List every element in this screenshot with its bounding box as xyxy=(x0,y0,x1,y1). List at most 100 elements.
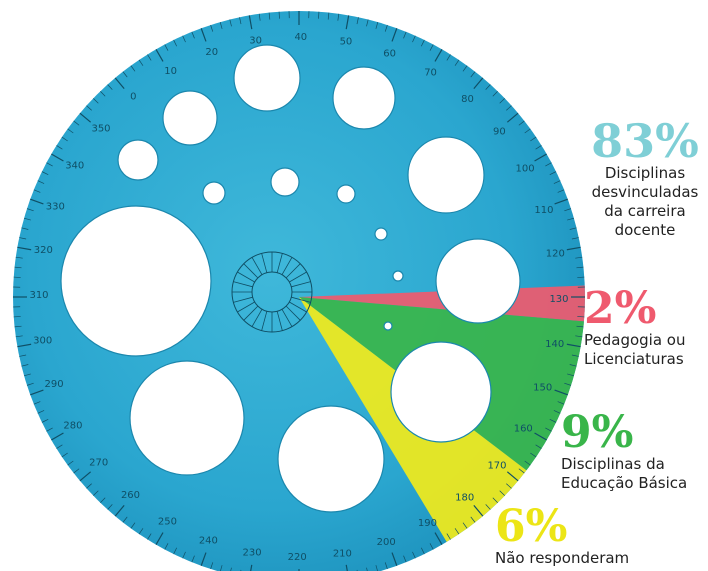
protractor-tick-label: 130 xyxy=(549,294,568,305)
protractor-tick xyxy=(429,44,434,51)
protractor-tick xyxy=(576,266,584,269)
protractor-tick xyxy=(434,532,443,545)
protractor-tick xyxy=(420,39,425,47)
protractor-tick xyxy=(15,335,23,338)
protractor-tick-label: 350 xyxy=(91,123,110,134)
protractor-tick xyxy=(518,468,525,474)
protractor-tick xyxy=(26,382,34,386)
protractor-tick xyxy=(492,91,498,97)
protractor-tick xyxy=(530,452,537,458)
stencil-hole xyxy=(277,405,385,513)
protractor-tick-label: 320 xyxy=(34,245,53,256)
protractor-tick xyxy=(37,410,45,414)
slice-label-block-desvinculadas: 83% Disciplinas desvinculadas da carreir… xyxy=(585,118,705,240)
protractor-tick xyxy=(46,162,53,167)
protractor-tick xyxy=(429,543,434,550)
protractor-tick xyxy=(549,171,557,176)
protractor-tick-label: 140 xyxy=(545,339,564,350)
protractor-tick-label: 170 xyxy=(487,461,506,472)
protractor-tick xyxy=(30,389,44,396)
center-rosette-ray xyxy=(291,296,311,303)
center-rosette-ray xyxy=(276,253,283,273)
stencil-hole xyxy=(336,184,356,204)
protractor-tick xyxy=(173,547,178,555)
protractor-tick xyxy=(553,410,561,414)
protractor-tick xyxy=(41,418,49,423)
protractor-tick-label: 310 xyxy=(29,290,48,301)
protractor-tick xyxy=(549,418,557,423)
center-rosette-ray xyxy=(237,301,255,313)
protractor-tick xyxy=(462,65,468,72)
protractor-tick xyxy=(524,460,531,466)
protractor-tick xyxy=(366,19,369,27)
protractor-tick xyxy=(268,12,271,20)
protractor-tick xyxy=(122,516,128,523)
stencil-hole xyxy=(233,44,301,112)
protractor-tick xyxy=(524,128,531,134)
protractor-tick-label: 230 xyxy=(243,548,262,559)
protractor-tick xyxy=(86,483,92,489)
protractor-tick xyxy=(122,71,128,78)
slice-description-label: Não responderam xyxy=(495,549,630,567)
protractor-tick xyxy=(56,444,63,449)
protractor-tick xyxy=(239,17,242,25)
protractor-tick-label: 80 xyxy=(461,94,474,105)
protractor-tick xyxy=(210,562,214,570)
protractor-tick xyxy=(535,444,542,449)
protractor-tick xyxy=(384,24,388,32)
protractor-tick-label: 150 xyxy=(533,383,552,394)
protractor-tick xyxy=(200,552,207,566)
slice-label-block-nao-responderam: 6% Não responderam xyxy=(495,505,629,568)
protractor-tick xyxy=(499,98,505,104)
protractor-tick xyxy=(30,198,44,205)
center-rosette-ray xyxy=(261,253,268,273)
protractor-tick xyxy=(403,555,407,563)
slice-percent-label: 2% xyxy=(584,283,657,334)
protractor-tick xyxy=(535,145,542,150)
protractor-tick xyxy=(191,555,195,563)
protractor-tick xyxy=(530,136,537,142)
protractor-tick xyxy=(73,120,80,126)
stencil-hole xyxy=(390,341,492,443)
protractor-tick-label: 50 xyxy=(340,36,353,47)
center-rosette-ray xyxy=(243,263,259,279)
protractor-tick xyxy=(345,15,350,30)
protractor-tick xyxy=(566,246,581,251)
stencil-hole xyxy=(270,167,300,197)
protractor-tick xyxy=(182,551,186,559)
protractor-tick xyxy=(15,256,23,259)
protractor-tick xyxy=(33,189,41,193)
protractor-tick xyxy=(534,153,547,162)
protractor-tick xyxy=(107,84,113,90)
protractor-tick-label: 340 xyxy=(65,160,84,171)
stencil-hole xyxy=(202,181,226,205)
protractor-tick xyxy=(575,335,583,338)
protractor-tick xyxy=(575,256,583,259)
protractor-tick xyxy=(67,128,74,134)
protractor-tick xyxy=(470,71,476,78)
protractor-tick xyxy=(566,343,581,348)
protractor-tick xyxy=(391,552,398,566)
protractor-tick-label: 190 xyxy=(418,518,437,529)
protractor-tick xyxy=(545,427,552,432)
protractor-tick xyxy=(200,28,207,42)
protractor-tick xyxy=(51,153,64,162)
protractor-tick-label: 250 xyxy=(158,516,177,527)
protractor-tick-label: 210 xyxy=(333,548,352,559)
protractor-tick xyxy=(21,227,29,230)
protractor-tick xyxy=(506,112,519,123)
protractor-tick-label: 260 xyxy=(121,490,140,501)
protractor-tick xyxy=(14,266,22,269)
protractor-tick-label: 180 xyxy=(455,492,474,503)
slice-label-block-educacao-basica: 9% Disciplinas da Educação Básica xyxy=(561,411,687,493)
protractor-tick-label: 200 xyxy=(377,537,396,548)
center-rosette-ray xyxy=(281,257,293,275)
protractor-tick xyxy=(229,19,232,27)
protractor-tick xyxy=(210,24,214,32)
protractor-tick-label: 10 xyxy=(164,66,177,77)
protractor-tick xyxy=(155,532,164,545)
protractor-tick xyxy=(434,49,443,62)
protractor-tick xyxy=(375,21,379,29)
protractor-tick xyxy=(248,15,253,30)
protractor-tick-label: 160 xyxy=(514,424,533,435)
